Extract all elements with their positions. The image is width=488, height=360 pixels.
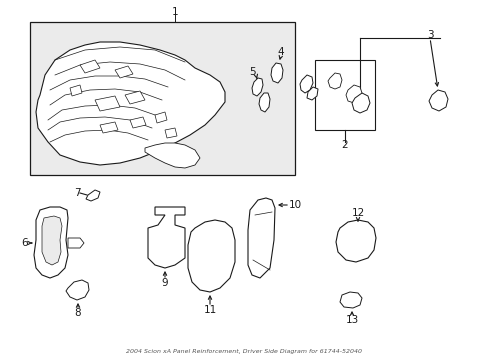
Polygon shape [335, 220, 375, 262]
Polygon shape [148, 207, 184, 268]
Text: 6: 6 [21, 238, 28, 248]
Polygon shape [100, 122, 118, 133]
Polygon shape [299, 75, 312, 93]
Polygon shape [125, 91, 145, 104]
Text: 1: 1 [171, 7, 178, 17]
Text: 2: 2 [341, 140, 347, 150]
Polygon shape [306, 87, 317, 100]
Text: 2004 Scion xA Panel Reinforcement, Driver Side Diagram for 61744-52040: 2004 Scion xA Panel Reinforcement, Drive… [126, 350, 361, 355]
Polygon shape [327, 73, 341, 89]
Polygon shape [155, 112, 167, 123]
Text: 5: 5 [249, 67, 256, 77]
Polygon shape [66, 280, 89, 300]
Polygon shape [259, 93, 269, 112]
Polygon shape [346, 85, 361, 103]
Text: 7: 7 [74, 188, 80, 198]
Bar [314, 60, 374, 130]
Polygon shape [339, 292, 361, 308]
Text: 10: 10 [288, 200, 301, 210]
Text: 9: 9 [162, 278, 168, 288]
Polygon shape [36, 42, 224, 165]
Polygon shape [187, 220, 235, 292]
Bar [30, 22, 294, 175]
Text: 8: 8 [75, 308, 81, 318]
Polygon shape [80, 60, 100, 73]
Polygon shape [70, 85, 82, 96]
Polygon shape [251, 78, 263, 96]
Text: 13: 13 [345, 315, 358, 325]
Polygon shape [247, 198, 274, 278]
Text: 12: 12 [351, 208, 364, 218]
Polygon shape [270, 63, 283, 83]
Text: 3: 3 [426, 30, 432, 40]
Polygon shape [68, 238, 84, 248]
Polygon shape [428, 90, 447, 111]
Polygon shape [34, 207, 68, 278]
Polygon shape [164, 128, 177, 138]
Text: 11: 11 [203, 305, 216, 315]
Polygon shape [86, 190, 100, 201]
Polygon shape [95, 96, 120, 111]
Polygon shape [145, 143, 200, 168]
Text: 4: 4 [277, 47, 284, 57]
Polygon shape [351, 93, 369, 113]
Polygon shape [115, 66, 133, 78]
Polygon shape [130, 117, 146, 128]
Polygon shape [42, 216, 62, 265]
